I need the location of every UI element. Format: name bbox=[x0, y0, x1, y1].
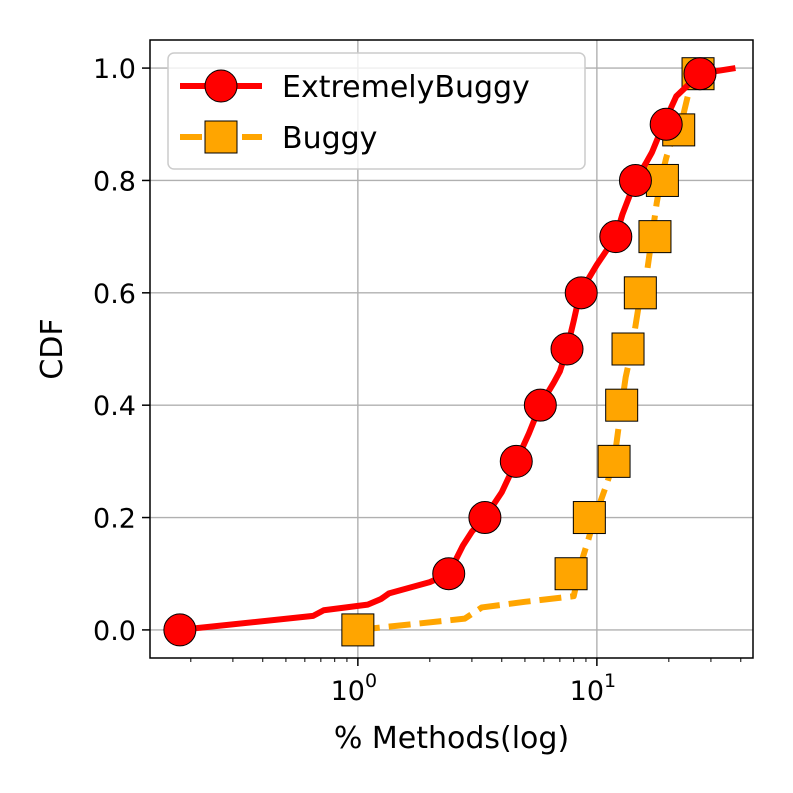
series-layer bbox=[163, 57, 736, 647]
legend-marker bbox=[204, 69, 238, 103]
data-point-extremelybuggy bbox=[683, 57, 717, 91]
legend-item-buggy: Buggy bbox=[180, 120, 377, 156]
series-extremelybuggy bbox=[163, 57, 736, 647]
data-point-extremelybuggy bbox=[523, 388, 557, 422]
data-point-extremelybuggy bbox=[499, 444, 533, 478]
data-point-buggy bbox=[611, 332, 645, 366]
x-tick-base: 10 bbox=[570, 676, 604, 707]
y-tick-label: 0.2 bbox=[93, 504, 136, 535]
legend-label: ExtremelyBuggy bbox=[282, 70, 530, 105]
data-point-buggy bbox=[623, 276, 657, 310]
data-point-extremelybuggy bbox=[564, 276, 598, 310]
data-point-buggy bbox=[597, 444, 631, 478]
data-point-buggy bbox=[605, 388, 639, 422]
plot-frame bbox=[149, 39, 754, 659]
data-point-extremelybuggy bbox=[618, 163, 652, 197]
x-tick-label: 101 bbox=[570, 670, 616, 707]
data-point-extremelybuggy bbox=[163, 613, 197, 647]
x-tick-label: 100 bbox=[331, 670, 377, 707]
series-buggy bbox=[341, 57, 715, 647]
series-line-buggy bbox=[357, 72, 703, 633]
data-point-buggy bbox=[554, 557, 588, 591]
legend-marker bbox=[204, 120, 238, 154]
data-point-buggy bbox=[341, 613, 375, 647]
data-point-extremelybuggy bbox=[550, 332, 584, 366]
y-tick-label: 1.0 bbox=[93, 54, 136, 85]
data-point-buggy bbox=[638, 220, 672, 254]
legend: ExtremelyBuggy Buggy bbox=[167, 52, 586, 170]
y-axis-label: CDF bbox=[35, 318, 70, 379]
y-tick-label: 0.4 bbox=[93, 391, 136, 422]
data-point-extremelybuggy bbox=[599, 220, 633, 254]
x-axis-label: % Methods(log) bbox=[334, 721, 569, 756]
y-tick-label: 0.0 bbox=[93, 616, 136, 647]
x-tick-base: 10 bbox=[331, 676, 365, 707]
data-point-extremelybuggy bbox=[649, 107, 683, 141]
legend-box bbox=[167, 52, 586, 170]
y-tick-label: 0.8 bbox=[93, 166, 136, 197]
y-tick-label: 0.6 bbox=[93, 279, 136, 310]
legend-item-extremelybuggy: ExtremelyBuggy bbox=[180, 69, 530, 105]
data-point-extremelybuggy bbox=[432, 557, 466, 591]
data-point-buggy bbox=[572, 501, 606, 535]
x-tick-exponent: 1 bbox=[604, 670, 616, 692]
legend-label: Buggy bbox=[282, 121, 377, 156]
data-point-extremelybuggy bbox=[468, 501, 502, 535]
x-tick-exponent: 0 bbox=[365, 670, 377, 692]
